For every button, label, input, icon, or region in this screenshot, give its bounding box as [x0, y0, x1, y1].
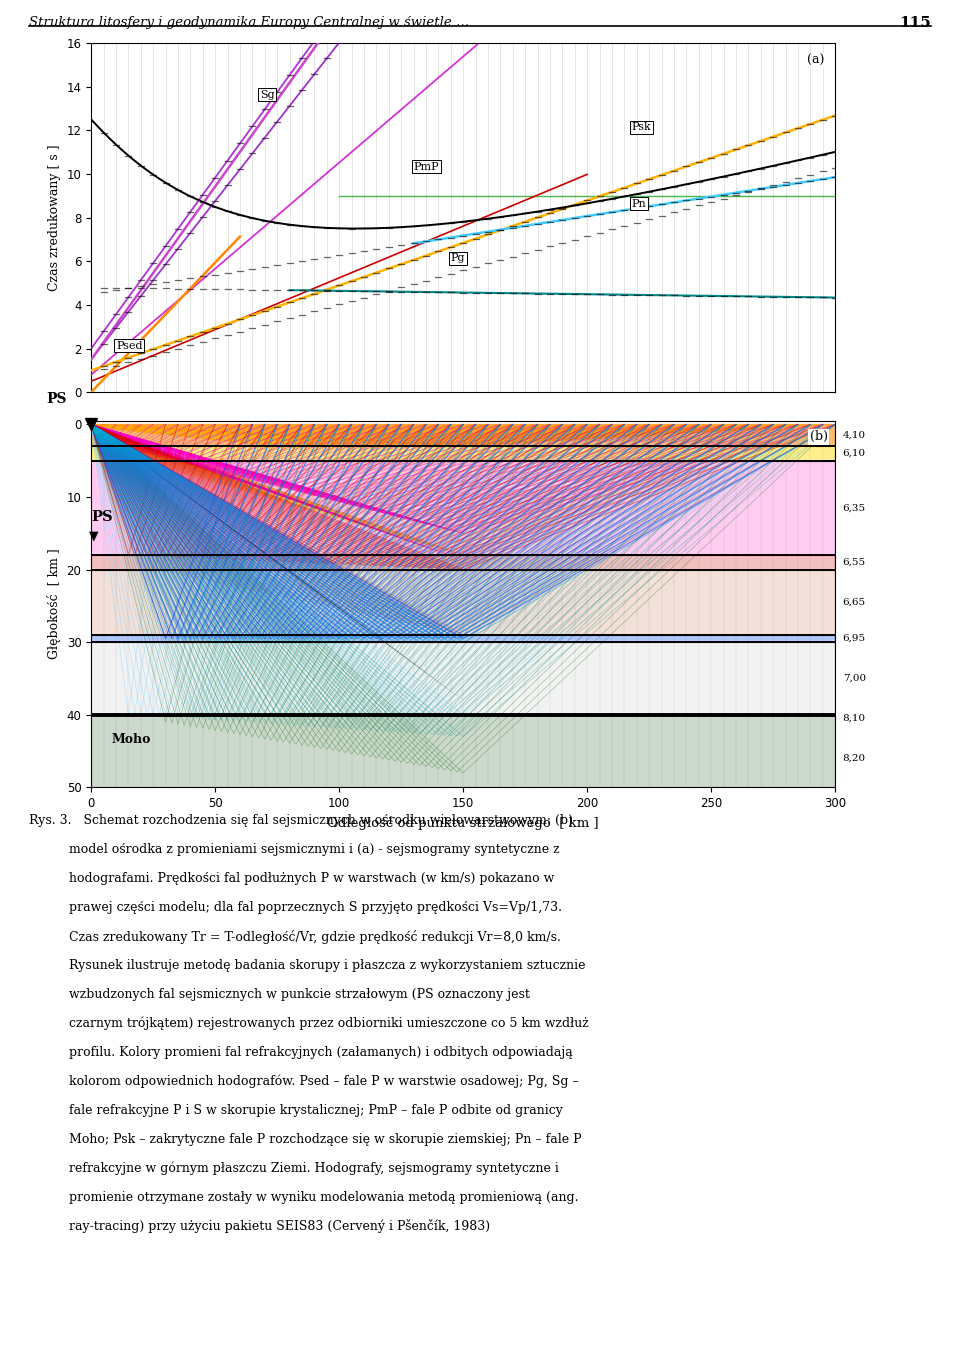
Text: refrakcyjne w górnym płaszczu Ziemi. Hodografy, sejsmogramy syntetyczne i: refrakcyjne w górnym płaszczu Ziemi. Hod… [29, 1162, 559, 1175]
Text: 8,10: 8,10 [843, 713, 866, 723]
Text: model ośrodka z promieniami sejsmicznymi i (a) - sejsmogramy syntetyczne z: model ośrodka z promieniami sejsmicznymi… [29, 843, 560, 856]
Text: PmP: PmP [414, 162, 440, 172]
Text: Pg: Pg [451, 253, 466, 264]
Y-axis label: Głębokość  [ km ]: Głębokość [ km ] [47, 549, 61, 660]
Text: PS: PS [46, 392, 67, 406]
Text: Struktura litosfery i geodynamika Europy Centralnej w świetle …: Struktura litosfery i geodynamika Europy… [29, 16, 469, 30]
Text: Moho; Psk – zakrytyczne fale P rozchodzące się w skorupie ziemskiej; Pn – fale P: Moho; Psk – zakrytyczne fale P rozchodzą… [29, 1132, 582, 1145]
Text: 4,10: 4,10 [843, 431, 866, 440]
Text: 6,35: 6,35 [843, 503, 866, 513]
Text: fale refrakcyjne P i S w skorupie krystalicznej; PmP – fale P odbite od granicy: fale refrakcyjne P i S w skorupie krysta… [29, 1104, 563, 1117]
Text: 6,65: 6,65 [843, 598, 866, 607]
Text: Moho: Moho [111, 734, 151, 746]
Text: kolorom odpowiednich hodografów. Psed – fale P w warstwie osadowej; Pg, Sg –: kolorom odpowiednich hodografów. Psed – … [29, 1074, 579, 1089]
Text: profilu. Kolory promieni fal refrakcyjnych (załamanych) i odbitych odpowiadają: profilu. Kolory promieni fal refrakcyjny… [29, 1046, 572, 1059]
Text: Psk: Psk [632, 122, 652, 132]
Text: hodografami. Prędkości fal podłużnych P w warstwach (w km/s) pokazano w: hodografami. Prędkości fal podłużnych P … [29, 872, 554, 886]
Text: Psed: Psed [116, 341, 142, 350]
Text: 6,10: 6,10 [843, 450, 866, 458]
Text: 6,95: 6,95 [843, 634, 866, 643]
Text: ▼: ▼ [89, 529, 99, 542]
Text: 6,55: 6,55 [843, 557, 866, 567]
Text: (b): (b) [810, 431, 828, 443]
Text: wzbudzonych fal sejsmicznych w punkcie strzałowym (PS oznaczony jest: wzbudzonych fal sejsmicznych w punkcie s… [29, 988, 530, 1001]
Text: prawej części modelu; dla fal poprzecznych S przyjęto prędkości Vs=Vp/1,73.: prawej części modelu; dla fal poprzeczny… [29, 902, 562, 914]
Text: Pn: Pn [632, 199, 647, 209]
Text: Sg: Sg [260, 90, 275, 100]
Text: PS: PS [91, 510, 113, 524]
Text: 115: 115 [900, 16, 931, 30]
Text: 8,20: 8,20 [843, 754, 866, 763]
Text: 7,00: 7,00 [843, 674, 866, 682]
Text: Rysunek ilustruje metodę badania skorupy i płaszcza z wykorzystaniem sztucznie: Rysunek ilustruje metodę badania skorupy… [29, 958, 586, 972]
Text: ray-tracing) przy użyciu pakietu SEIS83 (Cervený i Pšenčík, 1983): ray-tracing) przy użyciu pakietu SEIS83 … [29, 1219, 490, 1233]
Text: Rys. 3.   Schemat rozchodzenia się fal sejsmicznych w ośrodku wielowarstwowym: (: Rys. 3. Schemat rozchodzenia się fal sej… [29, 814, 581, 828]
Text: czarnym trójkątem) rejestrowanych przez odbiorniki umieszczone co 5 km wzdłuż: czarnym trójkątem) rejestrowanych przez … [29, 1018, 588, 1031]
X-axis label: Odległość od punktu strzałowego  [ km ]: Odległość od punktu strzałowego [ km ] [327, 816, 599, 829]
Text: promienie otrzymane zostały w wyniku modelowania metodą promieniową (ang.: promienie otrzymane zostały w wyniku mod… [29, 1190, 578, 1203]
Text: Czas zredukowany Tr = T-odległość/Vr, gdzie prędkość redukcji Vr=8,0 km/s.: Czas zredukowany Tr = T-odległość/Vr, gd… [29, 930, 561, 944]
Text: (a): (a) [807, 54, 825, 66]
Y-axis label: Czas zredukowany [ s ]: Czas zredukowany [ s ] [48, 144, 60, 291]
